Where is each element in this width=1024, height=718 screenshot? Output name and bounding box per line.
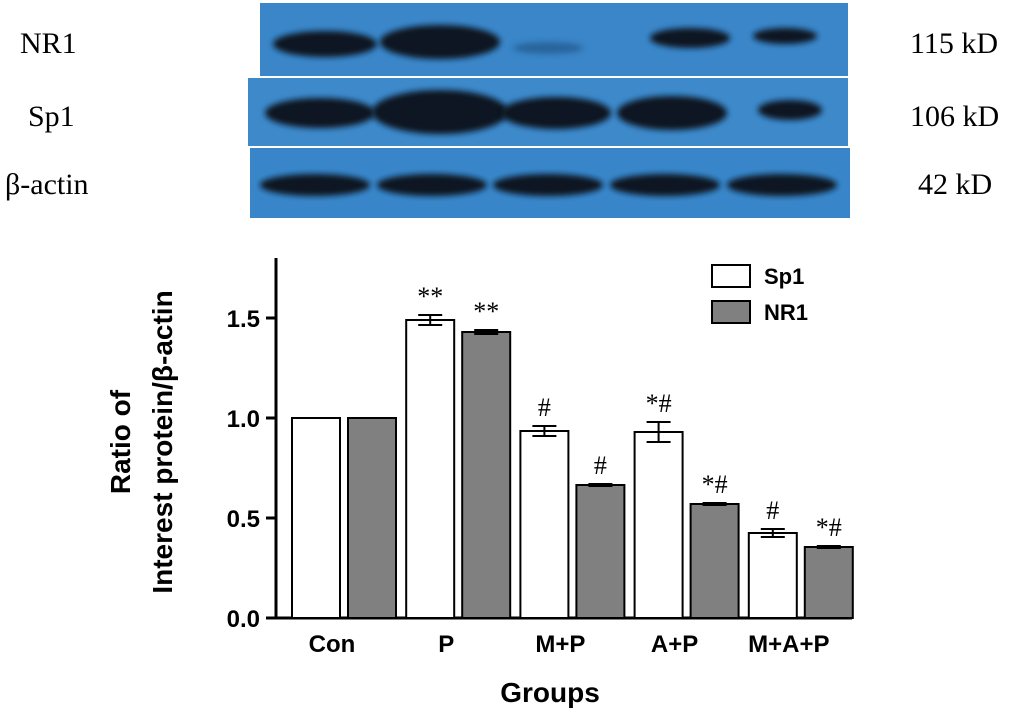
bar-chart: 0.0 0.5 1.0 1.5 Con P M+P A+P M+A+P ** ** # # *# *# #… xyxy=(105,258,854,708)
bar-nr1 xyxy=(803,546,854,619)
x-axis-title: Groups xyxy=(500,677,600,708)
bar-nr1 xyxy=(347,417,397,619)
bar-sp1 xyxy=(405,319,456,619)
bar-sp1 xyxy=(519,430,570,619)
significance-mark: ** xyxy=(473,297,499,326)
band xyxy=(610,174,720,196)
x-tick-label: A+P xyxy=(651,631,698,658)
y-tick-labels: 0.0 0.5 1.0 1.5 xyxy=(227,306,260,633)
x-tick-labels: Con P M+P A+P M+A+P xyxy=(309,631,830,658)
y-axis-title-line1: Ratio of xyxy=(105,389,136,494)
band xyxy=(513,42,583,54)
band xyxy=(380,25,500,59)
significance-marks: ** ** # # *# *# # *# xyxy=(417,282,842,542)
significance-mark: *# xyxy=(816,513,842,542)
bar-nr1 xyxy=(575,484,626,619)
bar-sp1 xyxy=(633,431,684,619)
y-tick-label: 0.5 xyxy=(227,506,260,533)
x-tick-label: M+A+P xyxy=(748,631,829,658)
chart-legend: Sp1 NR1 xyxy=(711,264,808,325)
bar-nr1 xyxy=(461,331,512,619)
y-axis-title-line2: Interest protein/β-actin xyxy=(147,290,178,593)
x-tick-label: P xyxy=(438,631,454,658)
actin-bands xyxy=(260,174,837,196)
blot-label-nr1: NR1 xyxy=(20,27,77,60)
significance-mark: # xyxy=(766,496,779,525)
significance-mark: *# xyxy=(646,389,672,418)
x-tick-label: Con xyxy=(309,631,356,658)
band xyxy=(265,98,375,128)
band xyxy=(377,174,487,196)
band xyxy=(727,174,837,196)
band xyxy=(372,90,508,134)
blot-label-sp1: Sp1 xyxy=(28,100,75,133)
x-tick-label: M+P xyxy=(535,631,585,658)
blot-size-actin: 42 kD xyxy=(918,168,992,201)
legend-swatch-sp1 xyxy=(711,264,751,288)
band xyxy=(501,97,611,129)
legend-label-nr1: NR1 xyxy=(764,300,808,325)
sp1-bands xyxy=(265,90,822,134)
band xyxy=(493,174,603,196)
blot-size-sp1: 106 kD xyxy=(910,100,999,133)
chart-bars xyxy=(291,314,854,619)
y-tick-label: 1.5 xyxy=(227,306,260,333)
band xyxy=(617,96,727,130)
band xyxy=(260,174,370,196)
legend-swatch-nr1 xyxy=(711,300,751,324)
significance-mark: *# xyxy=(702,470,728,499)
significance-mark: ** xyxy=(417,282,443,311)
significance-mark: # xyxy=(594,451,607,480)
significance-mark: # xyxy=(538,393,551,422)
y-tick-label: 0.0 xyxy=(227,606,260,633)
band xyxy=(753,28,817,44)
bar-sp1 xyxy=(291,417,341,619)
band xyxy=(650,28,730,48)
y-tick-label: 1.0 xyxy=(227,406,260,433)
bar-nr1 xyxy=(689,503,740,619)
bar-sp1 xyxy=(747,532,798,619)
western-blot-panel: NR1 Sp1 β-actin 115 kD 106 kD 42 kD xyxy=(5,3,999,218)
blot-label-actin: β-actin xyxy=(5,168,89,201)
blot-size-nr1: 115 kD xyxy=(910,27,998,60)
band xyxy=(758,100,822,120)
nr1-bands xyxy=(273,25,817,59)
band xyxy=(273,31,377,57)
legend-label-sp1: Sp1 xyxy=(764,264,804,289)
